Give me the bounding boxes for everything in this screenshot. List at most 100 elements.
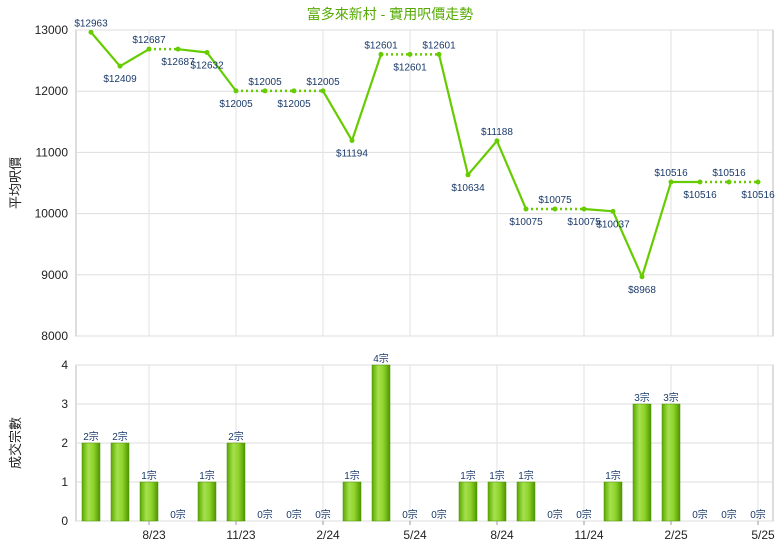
volume-data-label: 0宗 [402,508,418,521]
price-line-segment [322,90,353,142]
price-data-label: $12005 [277,99,311,110]
volume-data-label: 2宗 [83,430,99,443]
volume-y-tick-label: 1 [61,475,68,489]
price-point [755,179,761,185]
price-line-segment [640,181,673,278]
price-data-label: $10516 [683,190,717,201]
volume-data-label: 3宗 [663,391,679,404]
price-data-label: $11188 [481,127,513,138]
price-point [320,88,326,94]
volume-data-label: 0宗 [315,508,331,521]
price-point [465,172,471,178]
price-point [233,88,239,94]
volume-data-label: 0宗 [692,508,708,521]
volume-data-label: 1宗 [344,469,360,482]
x-axis-tick-label: 2/24 [316,528,340,542]
volume-data-label: 0宗 [721,508,737,521]
price-y-axis-title: 平均呎價 [8,157,23,209]
price-y-tick-label: 8000 [41,329,68,343]
volume-data-label: 1宗 [489,469,505,482]
price-data-label: $12005 [248,77,282,88]
volume-data-label: 1宗 [141,469,157,482]
volume-bar [458,481,478,522]
volume-data-label: 2宗 [112,430,128,443]
volume-bar [139,481,159,522]
price-y-tick-label: 10000 [35,207,69,221]
price-point [291,88,297,94]
volume-y-tick-label: 3 [61,397,68,411]
volume-bar [342,481,362,522]
price-data-label: $10634 [451,183,485,194]
x-axis-tick-label: 5/24 [403,528,427,542]
volume-data-label: 0宗 [576,508,592,521]
x-axis-tick-label: 2/25 [664,528,688,542]
price-point [117,63,123,69]
price-data-label: $8968 [628,285,656,296]
price-point [349,138,355,144]
price-point [523,206,529,212]
x-axis-tick-label: 11/23 [226,528,255,542]
price-data-label: $10516 [654,168,688,179]
price-data-label: $12409 [103,74,137,85]
volume-y-tick-label: 0 [61,514,68,528]
price-data-label: $12601 [364,40,398,51]
price-data-label: $10037 [596,219,630,230]
volume-bar [632,403,652,522]
volume-data-label: 0宗 [750,508,766,521]
price-line-segment [90,31,121,67]
price-point [204,50,210,56]
x-axis-tick-label: 11/24 [574,528,603,542]
volume-data-label: 0宗 [170,508,186,521]
volume-data-label: 0宗 [547,508,563,521]
price-line-segment [350,54,383,141]
price-point [610,208,616,214]
price-data-label: $12601 [422,40,456,51]
price-line-segment [437,54,470,176]
volume-data-label: 0宗 [257,508,273,521]
price-data-label: $11194 [336,149,368,160]
volume-data-label: 0宗 [286,508,302,521]
price-point [668,179,674,185]
volume-bar [226,442,246,522]
volume-bar [110,442,130,522]
volume-y-tick-label: 4 [61,358,68,372]
price-data-label: $12005 [306,77,340,88]
price-data-label: $12687 [161,57,195,68]
volume-bar [603,481,623,522]
price-point [378,51,384,57]
volume-bar [516,481,536,522]
price-line-segment [206,51,237,92]
price-point [639,274,645,280]
price-y-tick-label: 13000 [35,23,69,37]
price-plot-frame [75,29,774,337]
price-data-label: $10516 [712,168,746,179]
price-line-segment [119,48,150,68]
price-point [726,179,732,185]
volume-y-axis-title: 成交宗數 [8,417,23,469]
price-data-label: $10075 [538,195,572,206]
x-axis-tick-label: 8/24 [490,528,514,542]
price-y-tick-label: 12000 [35,84,69,98]
price-y-tick-label: 11000 [36,145,69,159]
volume-data-label: 1宗 [460,469,476,482]
price-point [552,206,558,212]
volume-data-label: 2宗 [228,430,244,443]
price-line-segment [583,207,614,213]
price-data-label: $12687 [132,35,166,46]
chart-title: 富多來新村 - 實用呎價走勢 [306,6,474,22]
volume-bar [81,442,101,522]
price-point [146,46,152,52]
volume-data-label: 0宗 [431,508,447,521]
price-data-label: $12963 [74,18,108,29]
price-data-label: $12005 [219,99,253,110]
x-axis-tick-label: 8/23 [142,528,166,542]
price-point [436,51,442,57]
price-point [175,46,181,52]
volume-data-label: 4宗 [373,352,389,365]
price-data-label: $10075 [509,217,543,228]
price-data-label: $12632 [190,61,224,72]
price-data-label: $12601 [393,62,427,73]
price-point [581,206,587,212]
price-point [494,138,500,144]
